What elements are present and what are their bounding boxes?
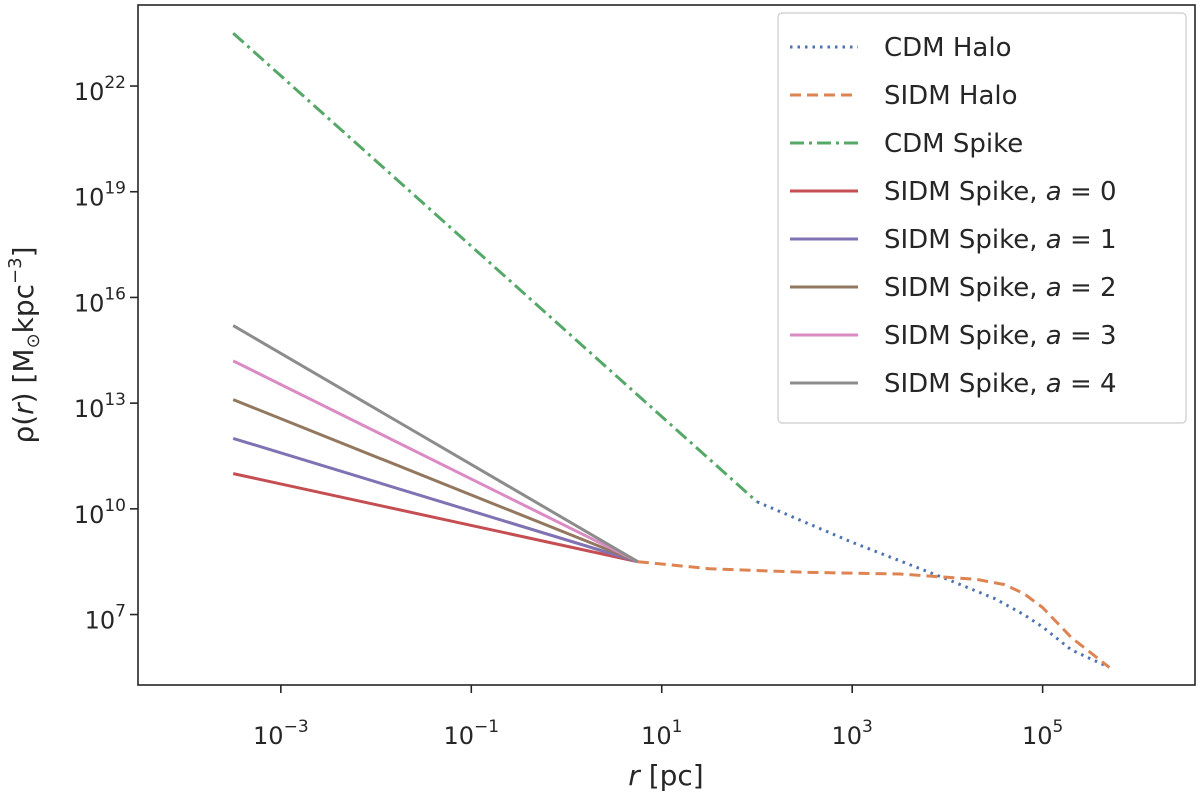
series-line-3 (232, 472, 639, 564)
x-tick-mantissa-2: 10 (641, 722, 672, 750)
y-tick-exponent-5: 22 (104, 73, 126, 93)
legend-math-var-7: a (1046, 369, 1062, 399)
y-tick-mantissa-0: 10 (85, 607, 116, 635)
x-axis-variable: r (628, 759, 641, 792)
y-tick-label-4: 1019 (74, 179, 126, 212)
legend-label-4: SIDM Spike, a = 1 (884, 225, 1117, 255)
legend-math-value-4: = 1 (1062, 225, 1117, 255)
x-axis-label: r [pc] (628, 759, 703, 792)
legend-box (777, 12, 1187, 424)
legend-name-2: CDM Spike (884, 129, 1023, 159)
legend-math-var-5: a (1046, 273, 1062, 303)
legend-label-5: SIDM Spike, a = 2 (884, 273, 1117, 303)
legend-math-var-6: a (1046, 321, 1062, 351)
legend-name-5: SIDM Spike, (884, 273, 1046, 303)
legend-label-0: CDM Halo (884, 33, 1012, 63)
legend-math-var-4: a (1046, 225, 1062, 255)
series-line-1 (637, 560, 1111, 669)
x-axis-unit: [pc] (640, 759, 704, 792)
legend-name-7: SIDM Spike, (884, 369, 1046, 399)
series-line-7 (232, 324, 639, 563)
y-tick-label-1: 1010 (74, 496, 126, 529)
x-axis-ticks: 10−3 10−1 101 103 105 (253, 685, 1063, 750)
x-tick-mantissa-3: 10 (832, 722, 863, 750)
x-tick-mantissa-1: 10 (443, 722, 474, 750)
series-line-6 (232, 359, 639, 564)
y-tick-exponent-3: 16 (104, 284, 126, 304)
x-tick-exponent-4: 5 (1052, 717, 1063, 737)
y-axis-label-mass: ) [M (7, 348, 40, 403)
legend-name-4: SIDM Spike, (884, 225, 1046, 255)
y-axis-label-end: ] (7, 246, 40, 257)
legend-math-value-7: = 4 (1062, 369, 1117, 399)
y-tick-label-5: 1022 (74, 73, 126, 106)
y-tick-exponent-0: 7 (115, 602, 126, 622)
y-tick-exponent-1: 10 (104, 496, 126, 516)
x-tick-label-4: 105 (1022, 717, 1063, 750)
y-tick-label-0: 107 (85, 602, 126, 635)
legend-name-0: CDM Halo (884, 33, 1012, 63)
y-tick-mantissa-1: 10 (74, 501, 105, 529)
y-axis-sun-subscript: ⊙ (23, 333, 44, 348)
x-tick-exponent-3: 3 (862, 717, 873, 737)
y-tick-mantissa-2: 10 (74, 395, 105, 423)
y-tick-mantissa-4: 10 (74, 184, 105, 212)
y-axis-variable: r (7, 402, 40, 415)
legend-items: CDM Halo SIDM Halo CDM Spike SIDM Spike, a … (790, 33, 1117, 399)
x-tick-label-1: 10−1 (443, 717, 499, 750)
x-tick-mantissa-0: 10 (253, 722, 284, 750)
legend-math-var-3: a (1046, 177, 1062, 207)
x-tick-exponent-0: −3 (284, 717, 309, 737)
series-layer (232, 32, 1111, 669)
x-tick-exponent-2: 1 (672, 717, 683, 737)
legend-label-3: SIDM Spike, a = 0 (884, 177, 1117, 207)
legend-math-value-5: = 2 (1062, 273, 1117, 303)
x-tick-mantissa-4: 10 (1022, 722, 1053, 750)
y-tick-label-3: 1016 (74, 284, 126, 317)
x-tick-label-3: 103 (832, 717, 873, 750)
series-line-4 (232, 436, 639, 564)
series-line-0 (756, 500, 1110, 669)
legend-name-3: SIDM Spike, (884, 177, 1046, 207)
y-tick-mantissa-3: 10 (74, 289, 105, 317)
legend-name-6: SIDM Spike, (884, 321, 1046, 351)
y-tick-mantissa-5: 10 (74, 78, 105, 106)
series-line-5 (232, 398, 639, 564)
x-tick-exponent-1: −1 (474, 717, 499, 737)
legend-label-6: SIDM Spike, a = 3 (884, 321, 1117, 351)
x-tick-label-2: 101 (641, 717, 682, 750)
y-axis-unit-exponent: −3 (5, 257, 26, 284)
x-tick-label-0: 10−3 (253, 717, 309, 750)
legend-math-value-6: = 3 (1062, 321, 1117, 351)
legend-math-value-3: = 0 (1062, 177, 1117, 207)
y-axis-unit: kpc (7, 284, 40, 333)
legend: CDM Halo SIDM Halo CDM Spike SIDM Spike, a … (777, 12, 1187, 424)
legend-label-2: CDM Spike (884, 129, 1023, 159)
y-axis-label-prefix: ρ( (7, 415, 40, 444)
y-tick-exponent-4: 19 (104, 179, 126, 199)
legend-label-7: SIDM Spike, a = 4 (884, 369, 1117, 399)
y-axis-label: ρ(r) [M⊙kpc−3] (5, 246, 44, 443)
y-tick-exponent-2: 13 (104, 390, 126, 410)
legend-name-1: SIDM Halo (884, 81, 1018, 111)
series-line-2 (232, 32, 759, 503)
legend-label-1: SIDM Halo (884, 81, 1018, 111)
y-tick-label-2: 1013 (74, 390, 126, 423)
